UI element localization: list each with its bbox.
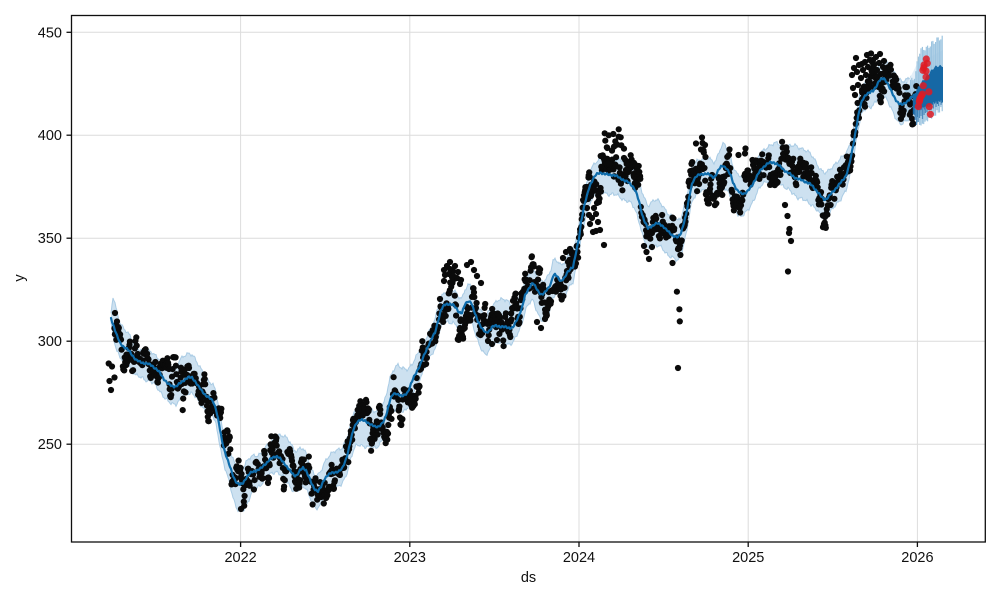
svg-text:y: y xyxy=(12,274,28,282)
svg-text:350: 350 xyxy=(38,231,62,247)
svg-text:400: 400 xyxy=(38,128,62,144)
svg-text:300: 300 xyxy=(38,334,62,350)
svg-text:2026: 2026 xyxy=(901,550,933,566)
svg-text:2022: 2022 xyxy=(224,550,256,566)
svg-text:450: 450 xyxy=(38,25,62,41)
svg-text:ds: ds xyxy=(521,570,536,586)
svg-text:250: 250 xyxy=(38,437,62,453)
svg-text:2025: 2025 xyxy=(732,550,764,566)
svg-text:2024: 2024 xyxy=(563,550,595,566)
svg-text:2023: 2023 xyxy=(394,550,426,566)
